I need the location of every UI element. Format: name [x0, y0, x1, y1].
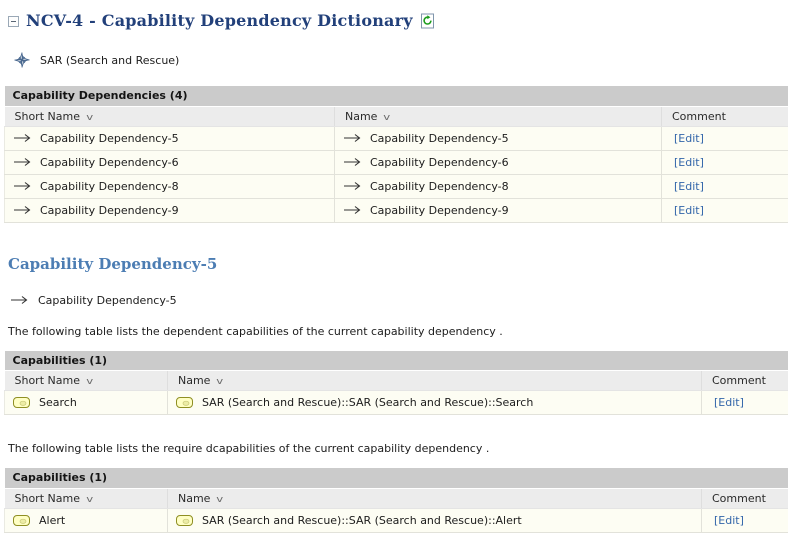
capability-icon	[13, 515, 30, 526]
cell-name: Capability Dependency-6	[370, 156, 509, 169]
subject-element-item[interactable]: SAR (Search and Rescue)	[14, 52, 788, 68]
dependency-arrow-icon	[343, 133, 361, 143]
capability-icon	[176, 397, 193, 408]
table-title: Capabilities (1)	[5, 468, 788, 488]
cell-name: Capability Dependency-9	[370, 204, 509, 217]
report-header: NCV-4 - Capability Dependency Dictionary	[8, 10, 788, 32]
column-header-comment: Comment	[662, 106, 788, 126]
cell-short-name: Search	[39, 396, 77, 409]
dependency-arrow-icon	[343, 205, 361, 215]
table-title: Capabilities (1)	[5, 351, 788, 371]
cell-name: Capability Dependency-5	[370, 132, 509, 145]
table-row: Capability Dependency-5 Capability Depen…	[5, 126, 788, 150]
dependency-arrow-icon	[13, 157, 31, 167]
capability-icon	[13, 397, 30, 408]
cell-name: SAR (Search and Rescue)::SAR (Search and…	[202, 396, 533, 409]
cell-short-name: Capability Dependency-9	[40, 204, 179, 217]
edit-comment-link[interactable]: [Edit]	[710, 396, 744, 409]
sort-arrow-icon[interactable]: v	[86, 113, 93, 123]
column-header-comment: Comment	[702, 488, 788, 508]
edit-comment-link[interactable]: [Edit]	[670, 204, 704, 217]
column-header-comment: Comment	[702, 371, 788, 391]
cell-short-name: Capability Dependency-8	[40, 180, 179, 193]
dependent-capabilities-intro: The following table lists the dependent …	[8, 325, 788, 338]
cell-name: SAR (Search and Rescue)::SAR (Search and…	[202, 514, 522, 527]
dependency-arrow-icon	[10, 295, 28, 305]
sort-arrow-icon[interactable]: v	[384, 113, 391, 123]
section-heading: Capability Dependency-5	[8, 255, 788, 273]
sort-arrow-icon[interactable]: v	[86, 377, 93, 387]
dependency-arrow-icon	[13, 133, 31, 143]
capability-icon	[176, 515, 193, 526]
sort-arrow-icon[interactable]: v	[217, 377, 224, 387]
edit-comment-link[interactable]: [Edit]	[710, 514, 744, 527]
edit-comment-link[interactable]: [Edit]	[670, 156, 704, 169]
sort-arrow-icon[interactable]: v	[86, 495, 93, 505]
table-row: Alert SAR (Search and Rescue)::SAR (Sear…	[5, 508, 788, 532]
sort-arrow-icon[interactable]: v	[217, 495, 224, 505]
edit-comment-link[interactable]: [Edit]	[670, 132, 704, 145]
cell-short-name: Alert	[39, 514, 65, 527]
edit-comment-link[interactable]: [Edit]	[670, 180, 704, 193]
cell-short-name: Capability Dependency-5	[40, 132, 179, 145]
table-row: Search SAR (Search and Rescue)::SAR (Sea…	[5, 391, 788, 415]
dependency-arrow-icon	[343, 181, 361, 191]
cell-name: Capability Dependency-8	[370, 180, 509, 193]
subject-element-label: SAR (Search and Rescue)	[40, 54, 179, 67]
table-row: Capability Dependency-8 Capability Depen…	[5, 174, 788, 198]
page-title: NCV-4 - Capability Dependency Dictionary	[26, 10, 413, 32]
table-title: Capability Dependencies (4)	[5, 86, 788, 106]
refresh-document-icon[interactable]	[420, 13, 435, 29]
dependency-element-label: Capability Dependency-5	[38, 294, 177, 307]
dependency-element-item[interactable]: Capability Dependency-5	[10, 294, 788, 307]
table-row: Capability Dependency-9 Capability Depen…	[5, 198, 788, 222]
collapse-section-icon[interactable]	[8, 16, 19, 27]
table-row: Capability Dependency-6 Capability Depen…	[5, 150, 788, 174]
dependency-arrow-icon	[13, 181, 31, 191]
compass-capability-model-icon	[14, 52, 30, 68]
dependency-arrow-icon	[13, 205, 31, 215]
required-capabilities-intro: The following table lists the require dc…	[8, 442, 788, 455]
dependency-arrow-icon	[343, 157, 361, 167]
cell-short-name: Capability Dependency-6	[40, 156, 179, 169]
